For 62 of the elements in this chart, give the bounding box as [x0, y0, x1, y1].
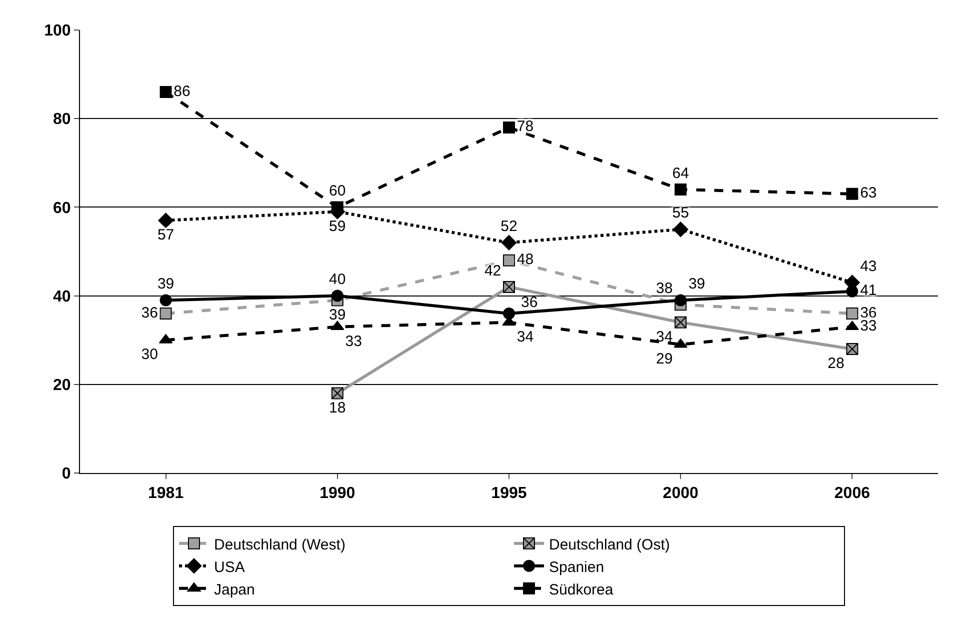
- data-label: 59: [329, 218, 346, 235]
- data-label: 29: [656, 350, 673, 368]
- x-tick-label: 1981: [148, 485, 184, 502]
- point: [331, 201, 344, 214]
- data-label: 55: [672, 204, 689, 222]
- data-label: 30: [141, 346, 158, 364]
- point: [846, 308, 858, 320]
- data-label: 86: [174, 82, 190, 100]
- point: [501, 234, 517, 250]
- point: [160, 294, 172, 306]
- data-label: 78: [516, 118, 534, 136]
- data-label: 42: [484, 262, 502, 280]
- data-label: 39: [157, 276, 174, 293]
- point: [503, 254, 515, 266]
- legend-label: Spanien: [549, 558, 604, 576]
- y-tick-label: 20: [53, 377, 71, 394]
- point: [503, 121, 515, 134]
- y-tick-label: 40: [53, 288, 71, 306]
- point: [331, 290, 344, 302]
- x-tick-label: 1995: [491, 485, 527, 502]
- data-label: 64: [672, 164, 689, 182]
- data-label: 43: [860, 258, 877, 275]
- data-label: 52: [500, 218, 518, 236]
- data-label: 60: [329, 182, 346, 200]
- data-label: 34: [656, 328, 673, 346]
- legend-label: Südkorea: [549, 581, 614, 598]
- point: [846, 188, 858, 200]
- point: [503, 308, 515, 320]
- data-label: 39: [688, 276, 706, 293]
- y-tick-label: 60: [53, 200, 71, 217]
- point: [160, 308, 172, 320]
- point: [674, 183, 687, 196]
- data-label: 36: [521, 294, 538, 311]
- point: [846, 342, 858, 355]
- point: [674, 316, 687, 328]
- data-label: 18: [329, 399, 346, 416]
- legend-label: Deutschland (Ost): [549, 536, 670, 554]
- data-label: 41: [860, 282, 877, 300]
- legend-label: Japan: [214, 581, 255, 598]
- data-label: 38: [656, 280, 673, 298]
- y-tick-label: 100: [44, 22, 71, 40]
- point: [672, 222, 688, 237]
- x-tick-label: 1990: [320, 485, 356, 502]
- data-label: 33: [345, 332, 362, 350]
- data-label: 34: [516, 328, 534, 346]
- legend-label: Deutschland (West): [214, 536, 346, 554]
- point: [846, 285, 858, 298]
- data-label: 39: [329, 306, 346, 324]
- x-tick-label: 2000: [662, 485, 698, 502]
- data-label: 63: [860, 184, 877, 202]
- point: [330, 320, 344, 330]
- data-label: 48: [516, 251, 534, 268]
- x-tick-label: 2006: [834, 485, 870, 502]
- point: [674, 294, 687, 306]
- data-label: 40: [329, 271, 346, 288]
- data-label: 57: [157, 226, 174, 244]
- legend-label: USA: [214, 558, 245, 576]
- point: [503, 280, 515, 293]
- data-label: 28: [828, 355, 844, 372]
- y-tick-label: 0: [62, 466, 71, 483]
- data-label: 36: [141, 304, 158, 322]
- y-tick-label: 80: [53, 111, 71, 128]
